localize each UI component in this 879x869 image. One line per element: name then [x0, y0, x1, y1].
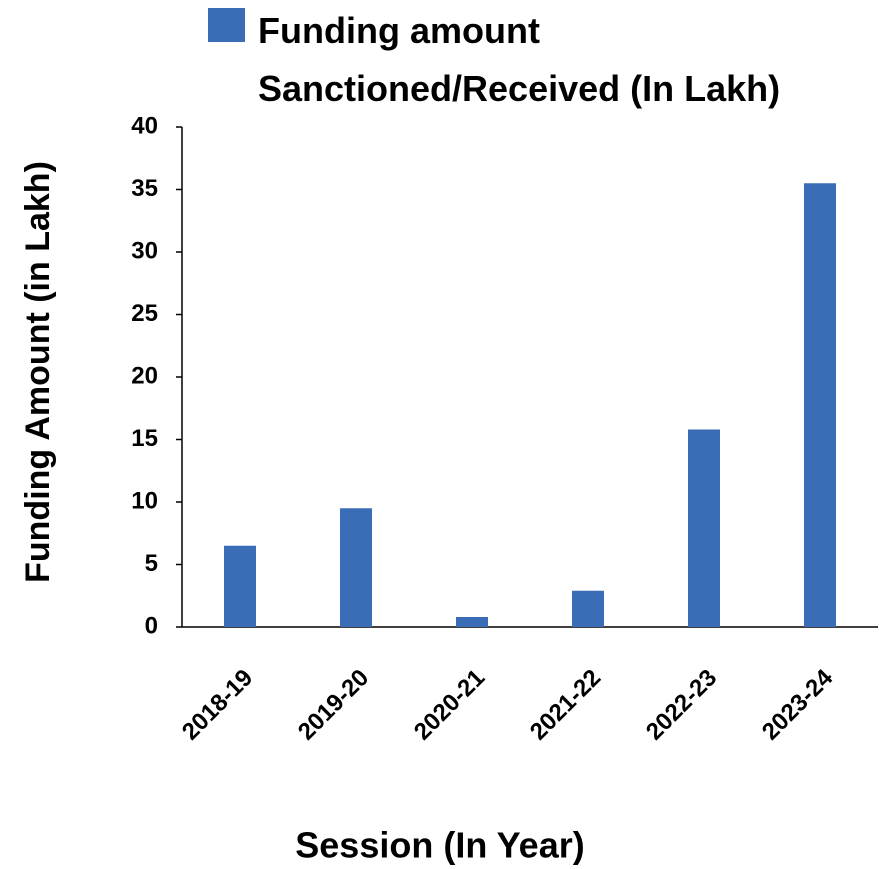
- x-axis-label: Session (In Year): [295, 825, 584, 866]
- y-tick-label: 15: [131, 425, 158, 452]
- y-tick-label: 35: [131, 175, 158, 202]
- y-tick-label: 0: [145, 612, 158, 639]
- y-tick-label: 10: [131, 487, 158, 514]
- y-tick-label: 5: [145, 550, 158, 577]
- bar: [456, 617, 488, 627]
- legend-swatch: [208, 8, 245, 42]
- y-axis-label: Funding Amount (in Lakh): [19, 161, 57, 583]
- x-tick-label: 2022-23: [641, 664, 722, 745]
- y-tick-label: 25: [131, 300, 158, 327]
- y-tick-label: 20: [131, 362, 158, 389]
- x-tick-label: 2023-24: [757, 664, 839, 746]
- x-tick-label: 2021-22: [525, 664, 606, 745]
- x-tick-label: 2020-21: [409, 664, 490, 745]
- bar: [688, 429, 720, 627]
- x-tick-label: 2019-20: [293, 664, 374, 745]
- bar: [224, 545, 256, 627]
- legend-label: Funding amount Sanctioned/Received (In L…: [258, 10, 781, 109]
- bar: [340, 508, 372, 627]
- x-tick-label: 2018-19: [177, 664, 258, 745]
- bar: [804, 183, 836, 627]
- y-tick-label: 30: [131, 237, 158, 264]
- bar: [572, 590, 604, 627]
- y-tick-label: 40: [131, 112, 158, 139]
